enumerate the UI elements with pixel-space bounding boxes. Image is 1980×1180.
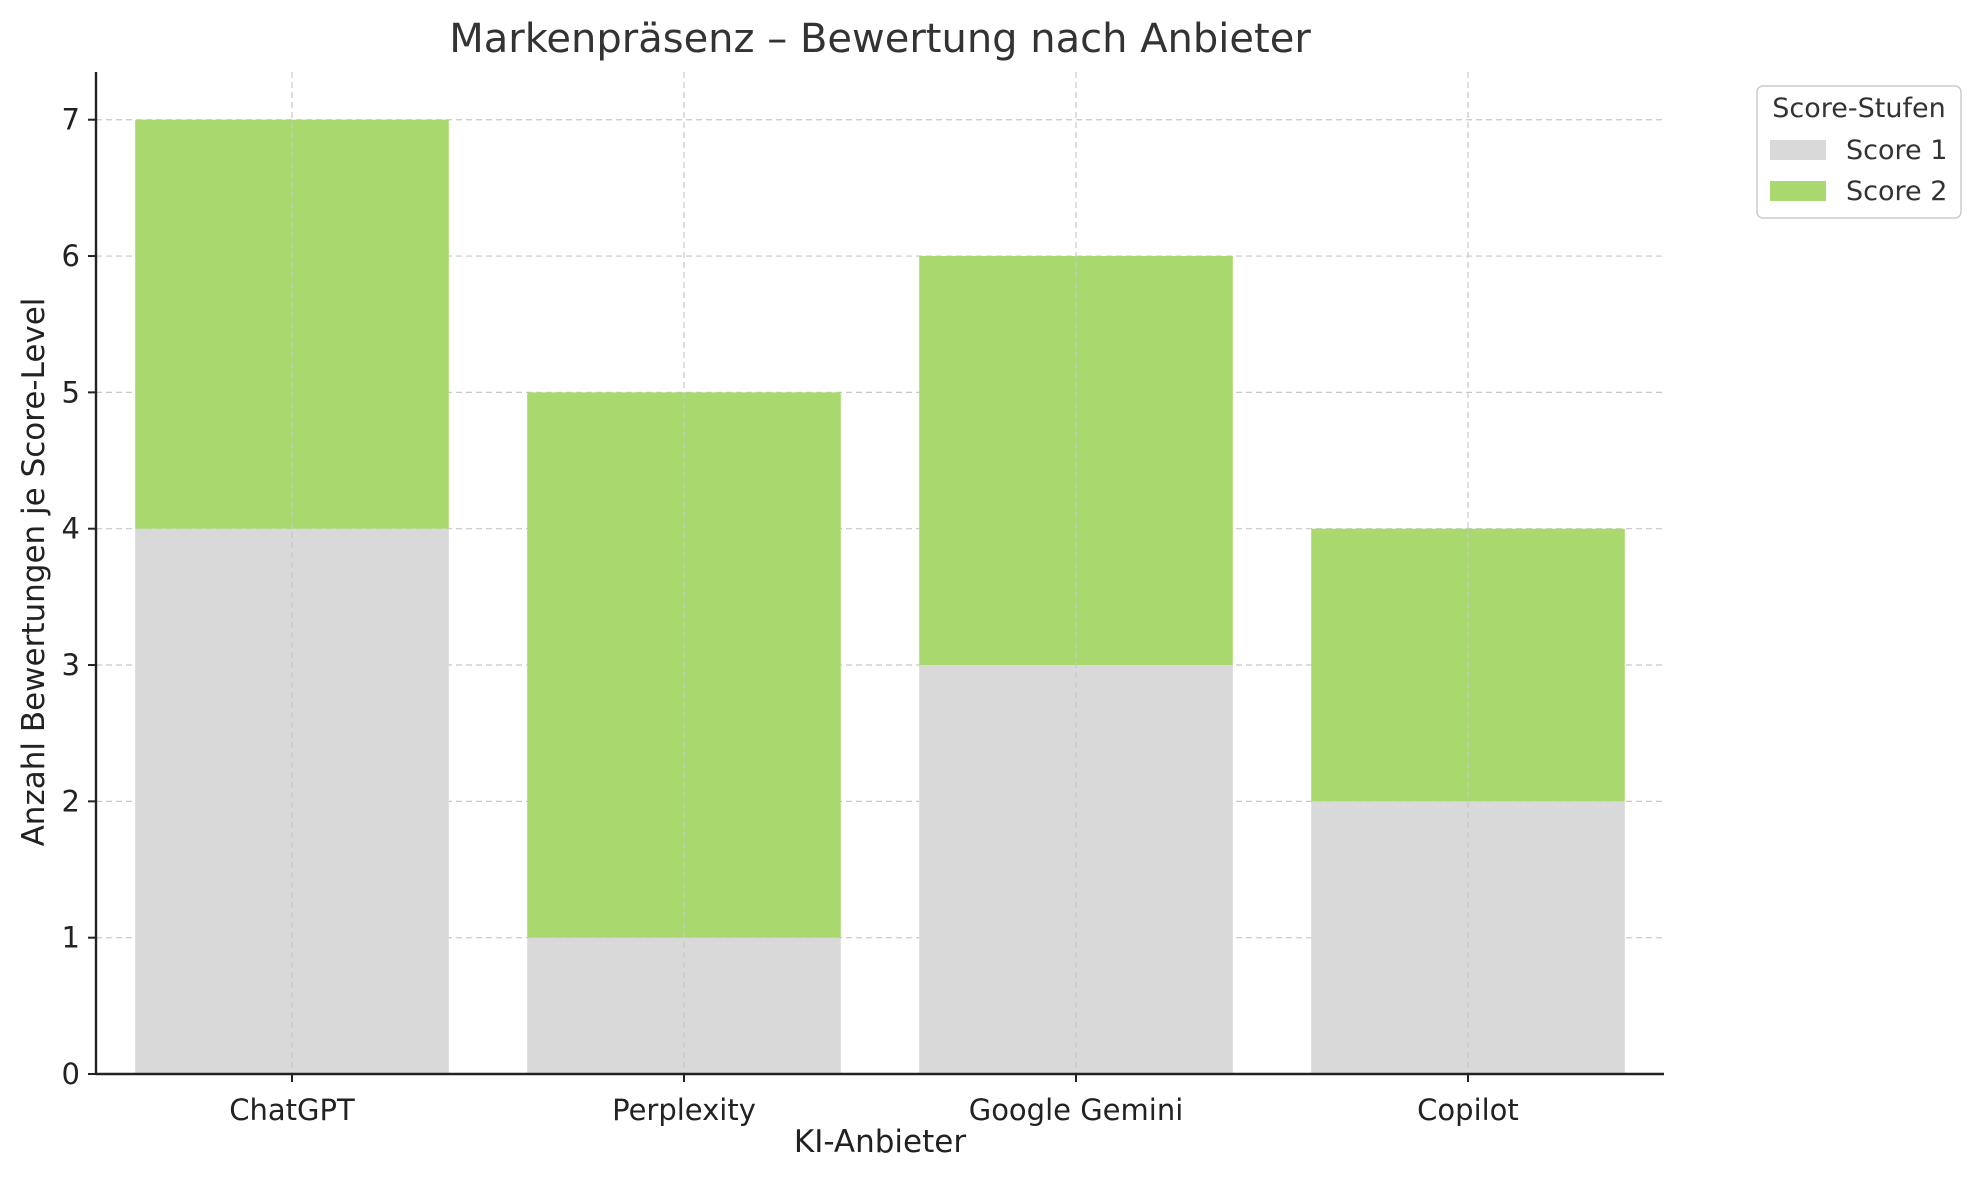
x-tick-label: Google Gemini — [969, 1093, 1184, 1127]
y-tick-label: 6 — [62, 239, 80, 273]
y-tick-label: 5 — [62, 375, 80, 409]
x-axis-label: KI-Anbieter — [794, 1124, 966, 1160]
legend-swatch-score-2 — [1770, 181, 1826, 201]
y-tick-label: 7 — [62, 103, 80, 137]
legend-title: Score-Stufen — [1772, 93, 1945, 124]
y-axis-label: Anzahl Bewertungen je Score-Level — [16, 298, 52, 847]
bars — [135, 119, 1625, 1074]
x-tick-label: Perplexity — [612, 1093, 756, 1127]
tick-labels: 0 1 2 3 4 5 6 7 ChatGPT Perplexity Google Gemini Co… — [62, 103, 1519, 1127]
legend-label: Score 2 — [1846, 176, 1947, 207]
y-tick-label: 2 — [62, 784, 80, 818]
chart-title: Markenpräsenz – Bewertung nach Anbieter — [449, 16, 1311, 62]
axes — [88, 72, 1664, 1082]
y-tick-label: 0 — [62, 1057, 80, 1091]
legend: Score-Stufen Score 1 Score 2 — [1756, 85, 1962, 219]
x-tick-label: Copilot — [1417, 1093, 1519, 1127]
y-tick-label: 3 — [62, 648, 80, 682]
y-tick-label: 1 — [62, 921, 80, 955]
legend-swatch-score-1 — [1770, 140, 1826, 160]
x-tick-label: ChatGPT — [229, 1093, 355, 1127]
y-tick-label: 4 — [62, 512, 80, 546]
legend-label: Score 1 — [1846, 135, 1947, 166]
